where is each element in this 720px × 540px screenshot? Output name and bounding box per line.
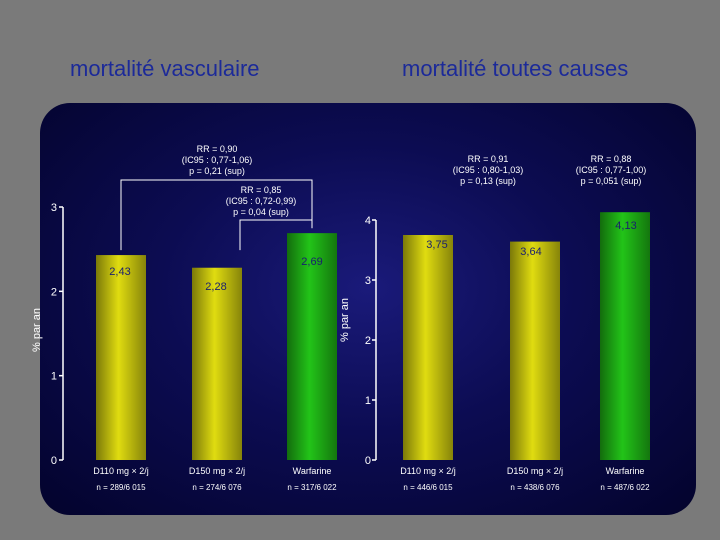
bar bbox=[96, 255, 146, 460]
n-label: n = 487/6 022 bbox=[600, 483, 650, 492]
slide-title-all-cause: mortalité toutes causes bbox=[402, 56, 629, 81]
y-tick-label: 1 bbox=[365, 395, 371, 407]
rr-annotation-line: (IC95 : 0,77-1,06) bbox=[182, 155, 253, 165]
bar-value-label: 2,69 bbox=[301, 256, 322, 268]
category-label: D110 mg × 2/j bbox=[93, 466, 149, 476]
bar-value-label: 3,75 bbox=[426, 239, 447, 251]
rr-annotation-line: RR = 0,88 bbox=[591, 154, 632, 164]
rr-annotation-line: (IC95 : 0,72-0,99) bbox=[226, 196, 297, 206]
y-tick-label: 1 bbox=[51, 371, 57, 383]
y-tick-label: 3 bbox=[365, 275, 371, 287]
category-label: D110 mg × 2/j bbox=[400, 466, 456, 476]
rr-annotation-line: RR = 0,85 bbox=[241, 185, 282, 195]
comparison-bracket bbox=[120, 179, 313, 251]
n-label: n = 446/6 015 bbox=[403, 483, 453, 492]
category-label: D150 mg × 2/j bbox=[189, 466, 245, 476]
rr-annotation: RR = 0,85 (IC95 : 0,72-0,99) p = 0,04 (sup… bbox=[226, 185, 297, 217]
rr-annotation: RR = 0,90 (IC95 : 0,77-1,06) p = 0,21 (sup… bbox=[182, 144, 253, 176]
bar-value-label: 3,64 bbox=[520, 246, 541, 258]
rr-annotation-line: RR = 0,91 bbox=[468, 154, 509, 164]
n-label: n = 274/6 076 bbox=[192, 483, 242, 492]
rr-annotation-line: (IC95 : 0,77-1,00) bbox=[576, 165, 647, 175]
category-label: D150 mg × 2/j bbox=[507, 466, 563, 476]
y-tick-label: 3 bbox=[51, 202, 57, 214]
y-tick-label: 2 bbox=[51, 286, 57, 298]
rr-annotation: RR = 0,91 (IC95 : 0,80-1,03) p = 0,13 (sup… bbox=[453, 154, 524, 186]
bar bbox=[600, 212, 650, 460]
rr-annotation: RR = 0,88 (IC95 : 0,77-1,00) p = 0,051 (su… bbox=[576, 154, 647, 186]
slide-title-vascular: mortalité vasculaire bbox=[70, 56, 260, 81]
rr-annotation-line: p = 0,21 (sup) bbox=[189, 166, 245, 176]
bar-value-label: 4,13 bbox=[615, 220, 636, 232]
y-axis-label: % par an bbox=[339, 298, 351, 342]
rr-annotation-line: RR = 0,90 bbox=[197, 144, 238, 154]
y-tick-label: 0 bbox=[51, 455, 57, 467]
n-label: n = 317/6 022 bbox=[287, 483, 337, 492]
n-label: n = 438/6 076 bbox=[510, 483, 560, 492]
comparison-bracket bbox=[239, 219, 313, 251]
bar bbox=[192, 267, 242, 460]
rr-annotation-line: (IC95 : 0,80-1,03) bbox=[453, 165, 524, 175]
bar bbox=[510, 241, 560, 460]
bar-value-label: 2,28 bbox=[205, 281, 226, 293]
rr-annotation-line: p = 0,13 (sup) bbox=[460, 176, 516, 186]
y-tick-label: 0 bbox=[365, 455, 371, 467]
bar bbox=[287, 233, 337, 460]
rr-annotation-line: p = 0,04 (sup) bbox=[233, 207, 289, 217]
bar-value-label: 2,43 bbox=[109, 266, 130, 278]
bar bbox=[403, 235, 453, 460]
rr-annotation-line: p = 0,051 (sup) bbox=[581, 176, 642, 186]
y-axis-label: % par an bbox=[31, 308, 43, 352]
category-label: Warfarine bbox=[606, 466, 645, 476]
chart-panel bbox=[40, 103, 696, 515]
n-label: n = 289/6 015 bbox=[96, 483, 146, 492]
y-tick-label: 2 bbox=[365, 335, 371, 347]
y-tick-label: 4 bbox=[365, 215, 371, 227]
category-label: Warfarine bbox=[293, 466, 332, 476]
